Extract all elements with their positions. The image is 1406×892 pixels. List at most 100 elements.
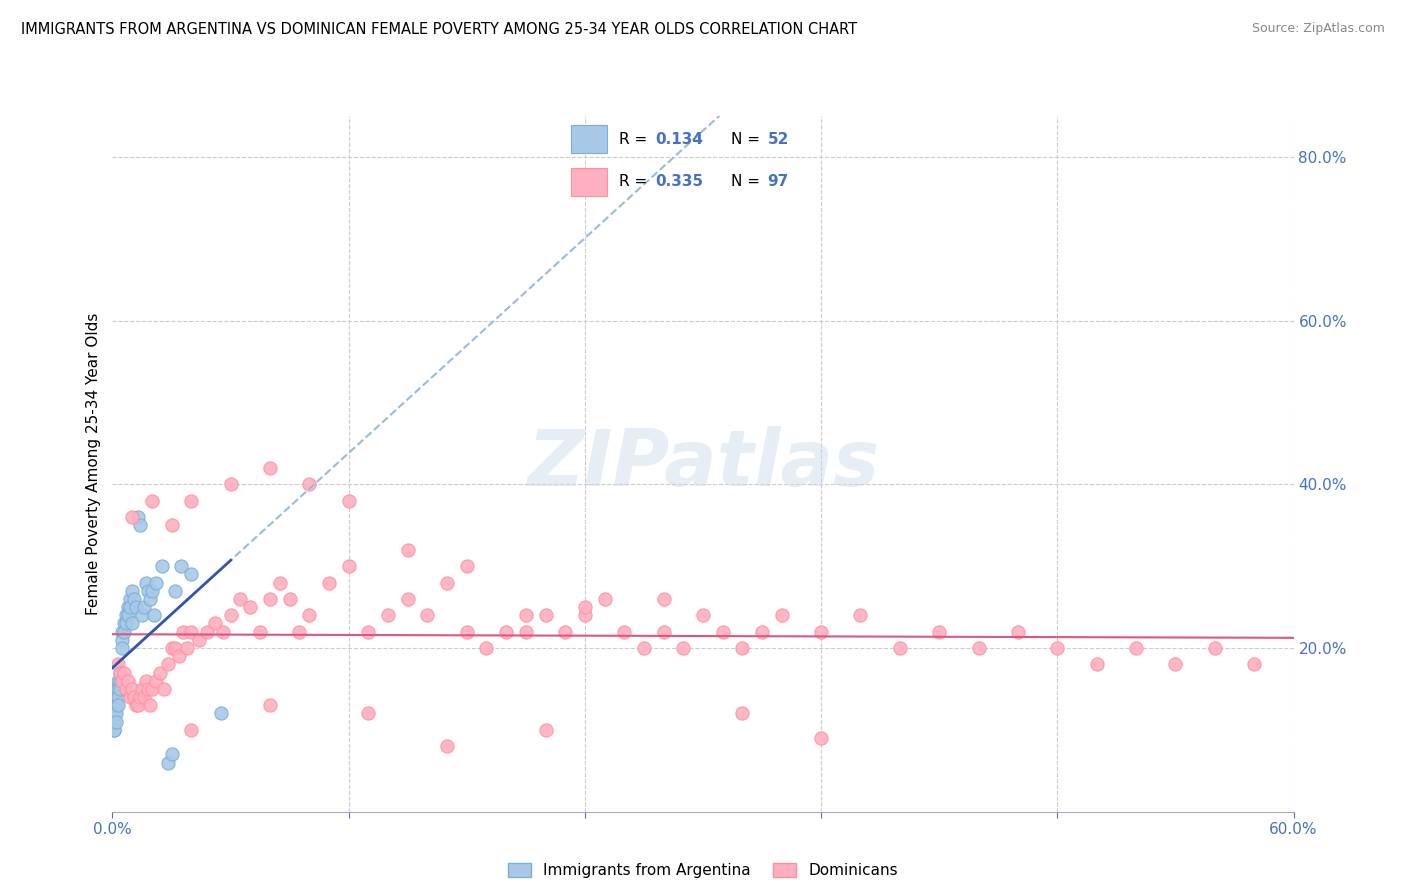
Point	[105, 690, 128, 705]
Point	[436, 575, 458, 590]
Point	[105, 681, 128, 696]
Point	[180, 567, 202, 582]
Point	[456, 559, 478, 574]
Point	[103, 690, 125, 705]
Point	[135, 673, 157, 688]
Point	[652, 591, 675, 606]
Point	[195, 624, 218, 639]
Point	[125, 698, 148, 713]
Point	[515, 624, 537, 639]
Point	[269, 575, 291, 590]
Point	[652, 624, 675, 639]
Point	[396, 542, 419, 557]
Point	[115, 616, 138, 631]
Point	[165, 583, 187, 598]
Point	[337, 559, 360, 574]
Point	[110, 665, 132, 680]
Point	[121, 583, 143, 598]
Point	[141, 493, 163, 508]
Point	[1164, 657, 1187, 672]
Point	[110, 681, 132, 696]
Point	[141, 681, 163, 696]
Point	[810, 731, 832, 745]
FancyBboxPatch shape	[571, 125, 607, 153]
Text: 97: 97	[768, 175, 789, 189]
Point	[751, 624, 773, 639]
Point	[456, 624, 478, 639]
Point	[1204, 640, 1226, 655]
Point	[416, 608, 439, 623]
Point	[180, 723, 202, 737]
Point	[672, 640, 695, 655]
Point	[156, 756, 179, 770]
Text: R =: R =	[619, 132, 652, 146]
Point	[145, 673, 167, 688]
Point	[613, 624, 636, 639]
Point	[188, 632, 211, 647]
Point	[259, 461, 281, 475]
Point	[121, 681, 143, 696]
Text: R =: R =	[619, 175, 652, 189]
Point	[103, 706, 125, 721]
Point	[139, 591, 162, 606]
Point	[1085, 657, 1108, 672]
Point	[711, 624, 734, 639]
Point	[131, 681, 153, 696]
Point	[150, 559, 173, 574]
Point	[810, 624, 832, 639]
Point	[692, 608, 714, 623]
Text: IMMIGRANTS FROM ARGENTINA VS DOMINICAN FEMALE POVERTY AMONG 25-34 YEAR OLDS CORR: IMMIGRANTS FROM ARGENTINA VS DOMINICAN F…	[21, 22, 858, 37]
Point	[112, 665, 135, 680]
Point	[103, 698, 125, 713]
Point	[169, 649, 191, 664]
Point	[211, 624, 233, 639]
Point	[219, 477, 242, 491]
Point	[534, 608, 557, 623]
Point	[111, 632, 134, 647]
Point	[160, 640, 183, 655]
Point	[288, 624, 311, 639]
Point	[107, 698, 129, 713]
Point	[278, 591, 301, 606]
Point	[495, 624, 517, 639]
Point	[436, 739, 458, 754]
Point	[152, 681, 174, 696]
Point	[111, 673, 134, 688]
Point	[318, 575, 340, 590]
Point	[110, 665, 132, 680]
Point	[115, 608, 138, 623]
Point	[249, 624, 271, 639]
Point	[145, 575, 167, 590]
Point	[141, 583, 163, 598]
Point	[967, 640, 990, 655]
Point	[129, 690, 152, 705]
Point	[515, 608, 537, 623]
Point	[849, 608, 872, 623]
Point	[889, 640, 911, 655]
Point	[593, 591, 616, 606]
Text: N =: N =	[731, 132, 765, 146]
Point	[112, 616, 135, 631]
Point	[103, 723, 125, 737]
Text: Source: ZipAtlas.com: Source: ZipAtlas.com	[1251, 22, 1385, 36]
Text: N =: N =	[731, 175, 765, 189]
Point	[135, 575, 157, 590]
Point	[111, 640, 134, 655]
Point	[120, 690, 142, 705]
Point	[105, 698, 128, 713]
Point	[180, 493, 202, 508]
Point	[156, 657, 179, 672]
Point	[125, 600, 148, 615]
Point	[770, 608, 793, 623]
Point	[165, 640, 187, 655]
Point	[160, 518, 183, 533]
Point	[129, 518, 152, 533]
Point	[239, 600, 262, 615]
Point	[396, 591, 419, 606]
Point	[136, 583, 159, 598]
Point	[107, 690, 129, 705]
Point	[554, 624, 576, 639]
Point	[132, 600, 155, 615]
Point	[112, 624, 135, 639]
Point	[117, 673, 139, 688]
